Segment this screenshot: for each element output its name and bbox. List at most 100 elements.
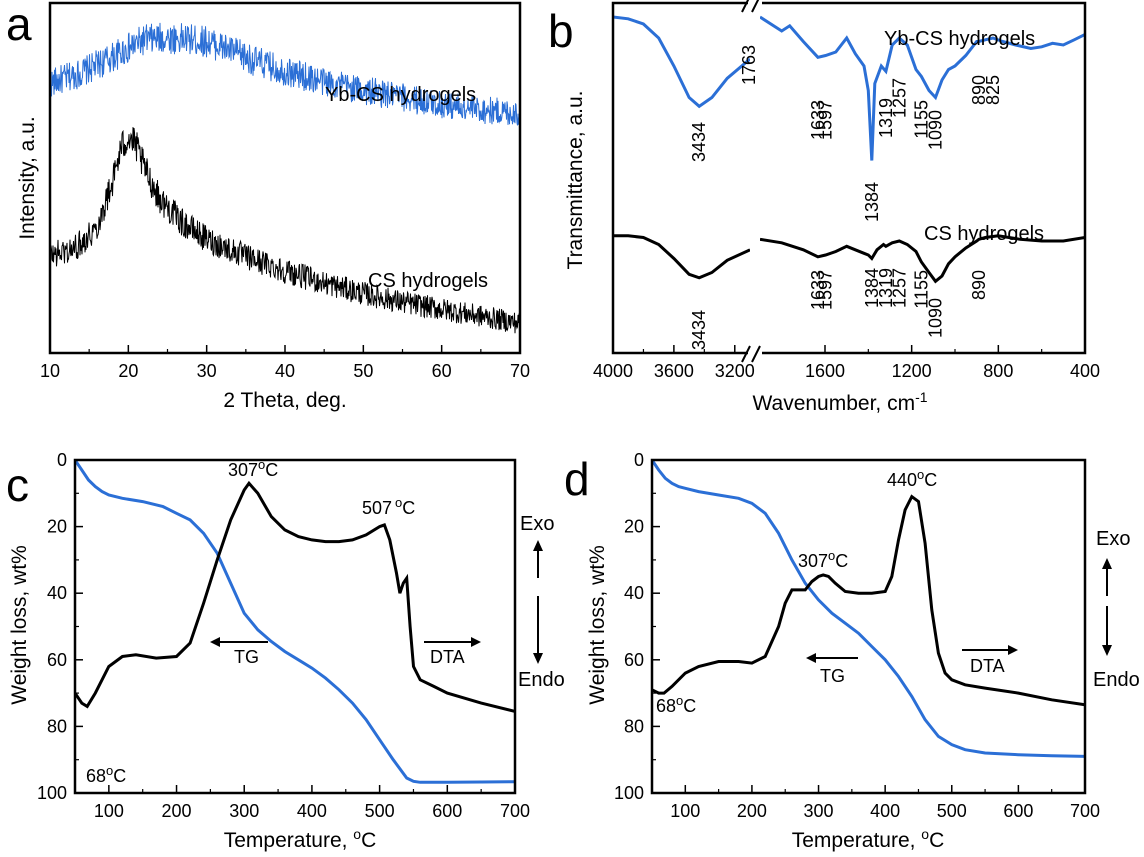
y-tick-label: 100: [37, 783, 67, 803]
peak-label-yb-1319: 1319: [876, 98, 896, 138]
peak-label-yb-1384: 1384: [862, 182, 882, 222]
endo-arrow-head: [533, 653, 543, 664]
x-tick-label: 300: [229, 801, 259, 821]
exo-endo-arrow-d: [1102, 558, 1112, 656]
x-tick-label: 1600: [805, 361, 845, 381]
peak-label-yb-1090: 1090: [926, 110, 946, 150]
panel-a-y-label: Intensity, a.u.: [16, 116, 39, 239]
peak-label-yb-890: 890: [969, 75, 989, 105]
x-tick-label: 30: [197, 361, 217, 381]
panel-b-x-label-main: Wavenumber, cm: [752, 392, 915, 415]
x-tick-label: 500: [365, 801, 395, 821]
x-tick-label: 300: [804, 801, 834, 821]
annotation-307c-d: 307oC: [798, 548, 848, 571]
x-tick-label: 3600: [654, 361, 694, 381]
panel-d-x-label: Temperature, oC: [792, 826, 945, 852]
annotation-68c-d: 68oC: [656, 693, 696, 716]
panel-c-ticks: 100 200 300 400 500 600 700 0 20 40 60 80 100: [37, 450, 530, 821]
panel-a-x-label: 2 Theta, deg.: [223, 389, 346, 412]
exo-arrow-head: [1102, 558, 1112, 569]
tg-arrow-head: [806, 653, 816, 663]
series-yb-cs-ftir-line-part2: [760, 15, 1085, 161]
panel-b-y-label: Transmittance, a.u.: [564, 91, 587, 270]
x-tick-label: 800: [983, 361, 1013, 381]
x-tick-label: 600: [1003, 801, 1033, 821]
y-tick-label: 60: [624, 650, 644, 670]
y-tick-label: 80: [624, 716, 644, 736]
peak-label-cs-1597: 1597: [816, 270, 836, 310]
dta-arrow: [424, 637, 481, 647]
x-tick-label: 4000: [593, 361, 633, 381]
series-yb-cs-ftir-line-part1: [613, 15, 750, 109]
ann-val: 307: [228, 460, 258, 480]
dta-arrow-head: [1008, 645, 1018, 655]
x-tick-label: 10: [40, 361, 60, 381]
ann-sup: o: [676, 693, 683, 708]
x-tick-label: 20: [118, 361, 138, 381]
x-label-end: C: [929, 829, 944, 852]
ann-end: C: [402, 498, 415, 518]
peak-label-cs-3434: 3434: [689, 310, 709, 350]
peak-label-cs-890: 890: [969, 270, 989, 300]
panel-d-ticks: 100 200 300 400 500 600 700 0 20 40 60 80 100: [614, 450, 1100, 821]
x-label-sup: o: [353, 826, 361, 842]
annotation-440c: 440oC: [887, 467, 937, 490]
x-label-main: Temperature,: [792, 829, 922, 852]
panel-b: b 4000 3600 3200 1600 1200 800 400 Wavenumber,…: [548, 0, 1100, 415]
annotation-307c: 307oC: [228, 457, 278, 480]
x-tick-label: 100: [670, 801, 700, 821]
tg-arrow: [210, 637, 268, 647]
ann-end: C: [265, 460, 278, 480]
x-tick-label: 400: [870, 801, 900, 821]
y-tick-label: 20: [47, 517, 67, 537]
x-tick-label: 700: [500, 801, 530, 821]
ann-sup: o: [917, 467, 924, 482]
panel-a-letter: a: [6, 0, 32, 50]
ann-val: 507: [362, 498, 392, 518]
label-cs-hydrogels-ftir: CS hydrogels: [924, 223, 1044, 245]
ann-sup: o: [395, 495, 402, 510]
x-tick-label: 3200: [715, 361, 755, 381]
x-tick-label: 50: [353, 361, 373, 381]
dta-label-d: DTA: [970, 656, 1005, 676]
tg-label-d: TG: [820, 666, 845, 686]
y-tick-label: 40: [47, 583, 67, 603]
peak-label-yb-1257: 1257: [889, 78, 909, 118]
peak-label-yb-1633: 1633: [808, 100, 828, 140]
label-cs-hydrogels: CS hydrogels: [368, 270, 488, 292]
x-label-sup: o: [921, 826, 929, 842]
y-tick-label: 40: [624, 583, 644, 603]
ann-val: 68: [86, 766, 106, 786]
endo-arrow-head: [1102, 645, 1112, 656]
panel-b-x-label: Wavenumber, cm-1: [752, 389, 927, 415]
y-tick-label: 0: [634, 450, 644, 470]
tg-arrow-d: [806, 653, 858, 663]
x-label-end: C: [361, 829, 376, 852]
y-tick-label: 80: [47, 716, 67, 736]
series-cs-ftir-line-part1: [613, 234, 750, 280]
peak-label-yb-825: 825: [983, 75, 1003, 105]
ann-end: C: [683, 696, 696, 716]
endo-label: Endo: [518, 669, 565, 691]
dta-label: DTA: [430, 647, 465, 667]
annotation-68c: 68oC: [86, 763, 126, 786]
series-tg-line: [652, 460, 1085, 758]
panel-d-y-label: Weight loss, wt%: [586, 545, 609, 705]
x-tick-label: 600: [432, 801, 462, 821]
panel-d-frame: [650, 458, 1087, 795]
peak-label-cs-1155: 1155: [911, 270, 931, 309]
annotation-507c: 507 oC: [362, 495, 415, 518]
exo-label-d: Exo: [1096, 528, 1130, 550]
tg-arrow-head: [210, 637, 220, 647]
series-cs-ftir-line-part2: [760, 234, 1085, 284]
panel-b-frame: [611, 1, 1087, 355]
ann-val: 440: [887, 470, 917, 490]
x-tick-label: 500: [937, 801, 967, 821]
peak-label-yb-1155: 1155: [911, 100, 931, 139]
endo-label-d: Endo: [1093, 669, 1140, 691]
x-tick-label: 1200: [892, 361, 932, 381]
panel-c-letter: c: [6, 459, 29, 511]
peak-label-cs-1090: 1090: [926, 298, 946, 338]
label-yb-cs-hydrogels-ftir: Yb-CS hydrogels: [884, 28, 1035, 50]
